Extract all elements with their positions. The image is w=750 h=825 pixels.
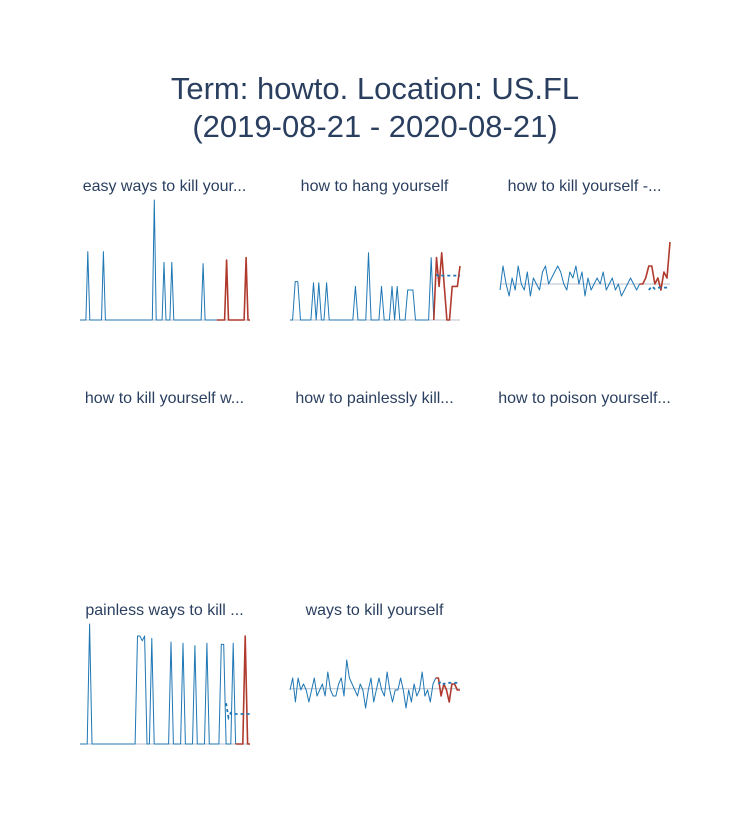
subplot-6-plot bbox=[482, 390, 687, 590]
forecast-series-line bbox=[435, 273, 460, 278]
forecast-series-line bbox=[225, 703, 250, 721]
figure-title-line-2: (2019-08-21 - 2020-08-21) bbox=[192, 109, 558, 144]
recent-series-line bbox=[435, 677, 460, 703]
subplot-4-plot bbox=[62, 390, 267, 590]
subplot-title: how to hang yourself bbox=[300, 178, 449, 195]
forecast-series-line bbox=[437, 680, 460, 686]
subplot-7-plot bbox=[80, 623, 250, 745]
subplot-5-plot bbox=[272, 390, 477, 590]
subplot-title: how to poison yourself... bbox=[498, 390, 671, 407]
history-series-line bbox=[80, 199, 217, 321]
forecast-series-line bbox=[648, 285, 670, 291]
recent-series-line bbox=[216, 256, 250, 321]
history-series-line bbox=[289, 659, 437, 709]
figure-title: Term: howto. Location: US.FL (2019-08-21… bbox=[0, 70, 750, 146]
subplot-7: painless ways to kill ... bbox=[62, 602, 267, 802]
subplot-1: easy ways to kill your... bbox=[62, 178, 267, 378]
subplot-5: how to painlessly kill... bbox=[272, 390, 477, 590]
subplot-title: easy ways to kill your... bbox=[82, 178, 247, 195]
subplot-1-plot bbox=[80, 199, 250, 321]
subplot-8: ways to kill yourself bbox=[272, 602, 477, 802]
history-series-line bbox=[80, 623, 237, 745]
recent-series-line bbox=[235, 635, 250, 745]
subplot-title: how to kill yourself w... bbox=[84, 390, 245, 407]
subplot-2: how to hang yourself bbox=[272, 178, 477, 378]
subplot-2-plot bbox=[290, 252, 461, 321]
subplot-title: painless ways to kill ... bbox=[85, 602, 244, 619]
recent-series-line bbox=[639, 241, 671, 291]
subplot-title: how to painlessly kill... bbox=[295, 390, 454, 407]
recent-series-line bbox=[433, 252, 461, 321]
history-series-line bbox=[499, 265, 641, 297]
subplot-8-plot bbox=[289, 659, 460, 709]
subplot-4: how to kill yourself w... bbox=[62, 390, 267, 590]
subplot-6: how to poison yourself... bbox=[482, 390, 687, 590]
subplot-title: ways to kill yourself bbox=[305, 602, 444, 619]
subplot-3-plot bbox=[499, 241, 671, 297]
history-series-line bbox=[290, 252, 435, 321]
subplot-title: how to kill yourself -... bbox=[507, 178, 662, 195]
figure-title-line-1: Term: howto. Location: US.FL bbox=[170, 71, 580, 106]
subplot-3: how to kill yourself -... bbox=[482, 178, 687, 378]
